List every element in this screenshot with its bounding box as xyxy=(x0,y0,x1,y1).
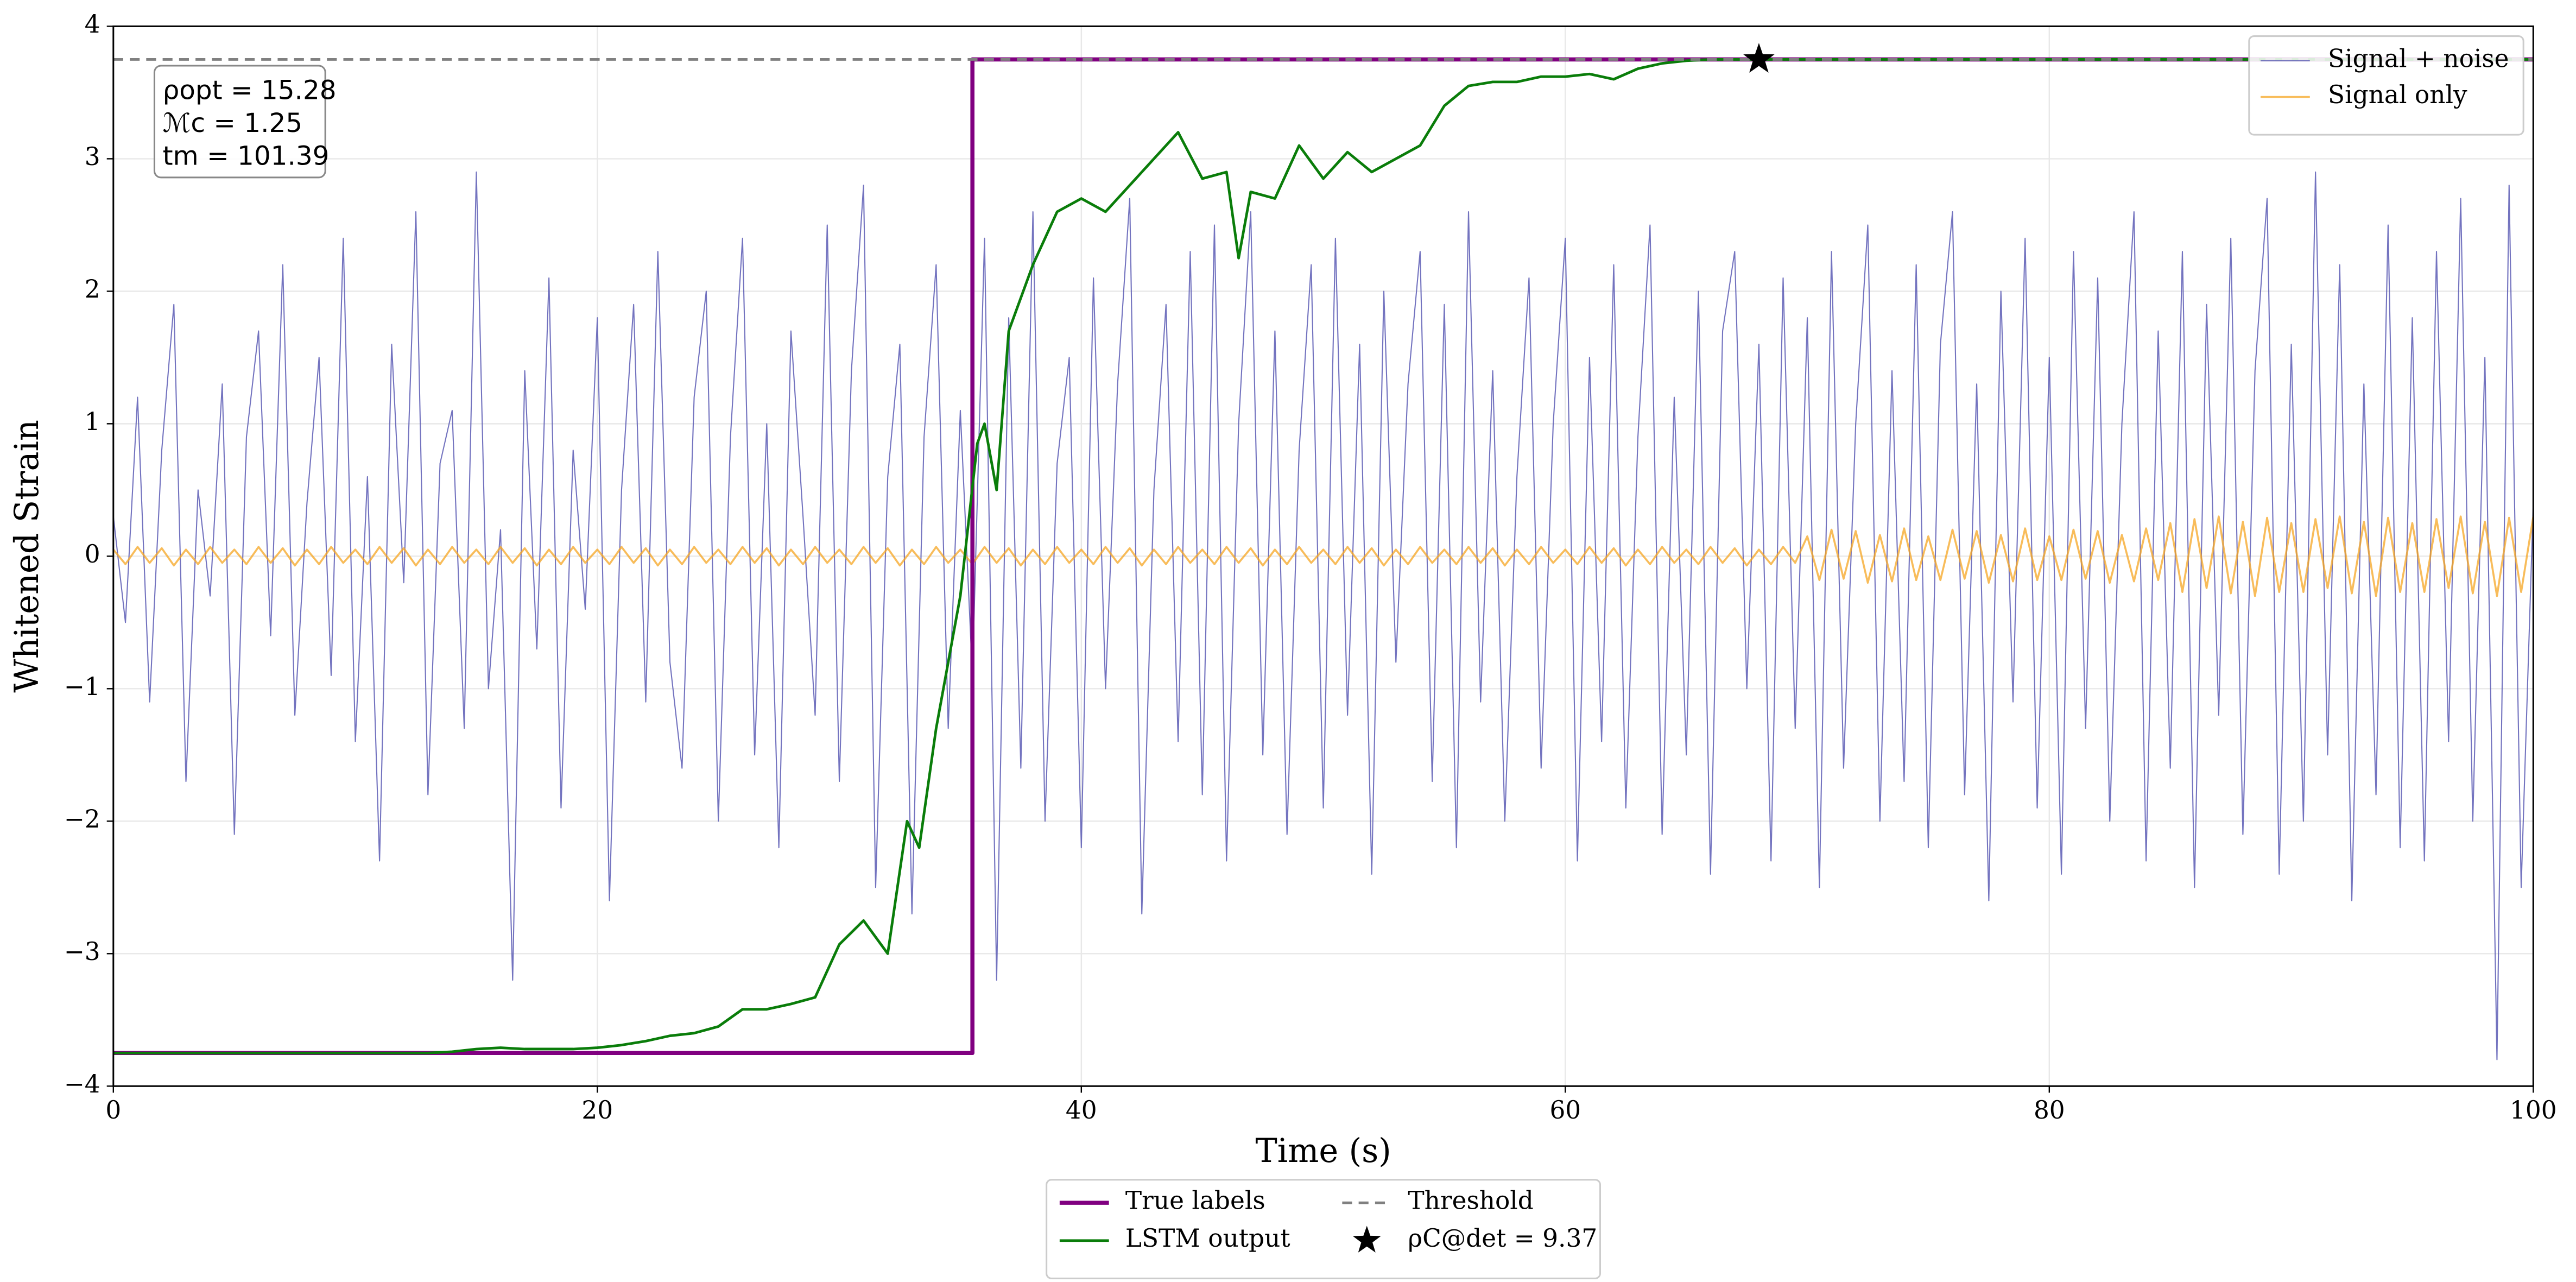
y-axis-label: Whitened Strain xyxy=(8,420,46,693)
legend-label: True labels xyxy=(1125,1186,1265,1215)
legend-box xyxy=(1046,1179,1601,1279)
x-tick-label: 80 xyxy=(2034,1096,2065,1125)
series-line xyxy=(113,58,2534,1054)
y-tick-label: −4 xyxy=(64,1070,100,1098)
legend-box xyxy=(2248,35,2524,136)
y-tick-label: 3 xyxy=(85,142,100,171)
y-tick-label: −3 xyxy=(64,937,100,966)
x-tick-label: 60 xyxy=(1549,1096,1581,1125)
legend-label: Signal only xyxy=(2328,80,2467,109)
legend-label: Signal + noise xyxy=(2328,44,2509,73)
plot-frame xyxy=(112,25,2534,1087)
detection-star xyxy=(1743,43,1775,73)
series-line xyxy=(113,171,2534,1060)
x-tick-label: 100 xyxy=(2510,1096,2557,1125)
annotation-text: ρopt = 15.28 xyxy=(163,75,337,105)
y-tick-label: −1 xyxy=(64,672,100,701)
y-tick-label: 2 xyxy=(85,275,100,304)
legend-label: LSTM output xyxy=(1125,1224,1290,1253)
series-line xyxy=(113,515,2534,597)
legend-marker xyxy=(1352,1226,1381,1253)
legend-label: Threshold xyxy=(1408,1186,1533,1215)
annotation-box xyxy=(153,65,326,179)
y-tick-label: −2 xyxy=(64,805,100,833)
legend-label: ρC@det = 9.37 xyxy=(1408,1224,1597,1253)
annotation-text: ℳc = 1.25 xyxy=(163,108,303,138)
annotation-text: tm = 101.39 xyxy=(163,141,330,172)
y-tick-label: 4 xyxy=(85,10,100,39)
x-axis-label: Time (s) xyxy=(1255,1132,1391,1170)
x-tick-label: 20 xyxy=(581,1096,613,1125)
y-tick-label: 0 xyxy=(85,540,100,569)
y-tick-label: 1 xyxy=(85,407,100,436)
x-tick-label: 40 xyxy=(1066,1096,1097,1125)
x-tick-label: 0 xyxy=(105,1096,121,1125)
